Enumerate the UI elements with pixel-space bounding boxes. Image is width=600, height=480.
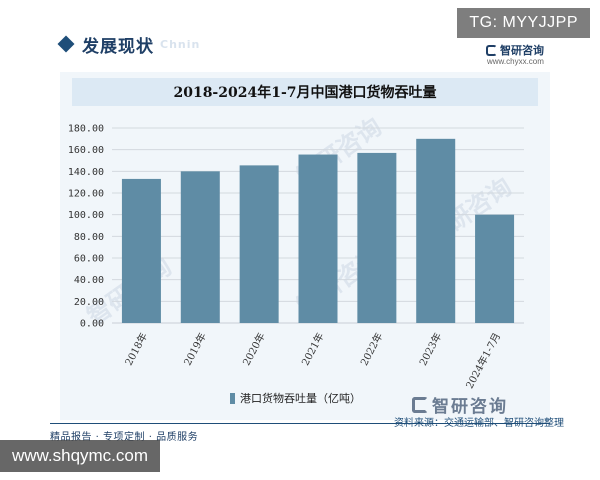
- y-tick-label: 40.00: [74, 275, 104, 286]
- y-tick-label: 100.00: [68, 210, 104, 221]
- chart-legend: 港口货物吞吐量（亿吨）: [230, 390, 361, 406]
- diamond-icon: [57, 35, 75, 53]
- bar: [357, 152, 397, 323]
- legend-swatch: [230, 392, 235, 404]
- bar: [121, 178, 161, 323]
- y-tick-label: 80.00: [74, 232, 104, 243]
- data-source: 资料来源：交通运输部、智研咨询整理: [394, 414, 564, 429]
- chart-title-bar: 2018-2024年1-7月中国港口货物吞吐量: [72, 78, 538, 106]
- header-area: 发展现状 Chnin TG: MYYJJPP 智研咨询 www.chyxx.co…: [0, 0, 600, 72]
- brand-name-top: 智研咨询: [500, 44, 544, 57]
- x-tick-label: 2023年: [416, 330, 444, 367]
- brand-url: www.chyxx.com: [487, 57, 544, 66]
- bar: [416, 138, 456, 323]
- y-tick-label: 120.00: [68, 189, 104, 200]
- section-title: 发展现状: [82, 37, 154, 57]
- bar: [475, 214, 515, 323]
- x-tick-label: 2021年: [299, 330, 327, 367]
- y-tick-label: 160.00: [68, 145, 104, 156]
- brand-logo-top: 智研咨询: [486, 42, 544, 58]
- x-tick-label: 2022年: [357, 330, 385, 367]
- telegram-badge: TG: MYYJJPP: [457, 8, 590, 38]
- y-tick-label: 60.00: [74, 254, 104, 265]
- legend-label: 港口货物吞吐量（亿吨）: [240, 392, 361, 405]
- bar-chart: 0.00 20.00 40.00 60.00 80.00 100.00 120.00 140.…: [68, 124, 524, 390]
- footer-tagline: 精品报告 · 专项定制 · 品质服务: [50, 432, 199, 443]
- y-tick-label: 0.00: [80, 319, 104, 330]
- brand-logo-icon: [486, 44, 497, 56]
- bar: [298, 154, 338, 323]
- x-tick-label: 2018年: [122, 330, 150, 367]
- chart-title: 2018-2024年1-7月中国港口货物吞吐量: [173, 85, 437, 101]
- brand-logo-bottom: 智研咨询: [412, 392, 508, 417]
- footer-divider: [50, 423, 550, 424]
- x-tick-label: 2019年: [181, 330, 209, 367]
- y-tick-label: 180.00: [68, 124, 104, 135]
- x-tick-label: 2020年: [240, 330, 268, 367]
- brand-logo-icon: [412, 396, 428, 413]
- bar: [180, 171, 220, 323]
- x-tick-label: 2024年1-7月: [463, 330, 503, 390]
- y-tick-label: 140.00: [68, 167, 104, 178]
- section-title-english: Chnin: [160, 38, 201, 51]
- y-tick-label: 20.00: [74, 297, 104, 308]
- bar: [239, 165, 279, 323]
- brand-name-bottom: 智研咨询: [432, 397, 508, 417]
- url-badge: www.shqymc.com: [0, 440, 161, 472]
